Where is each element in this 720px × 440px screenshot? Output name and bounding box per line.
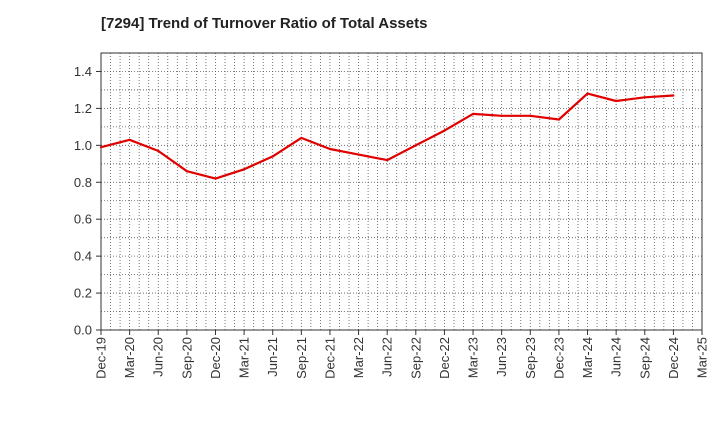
data-point [99, 146, 103, 149]
x-tick-label: Jun-21 [265, 337, 280, 377]
y-tick-label: 1.4 [74, 64, 92, 79]
data-point [643, 96, 646, 99]
data-point [300, 136, 303, 140]
x-tick-label: Dec-19 [94, 337, 109, 379]
y-tick-label: 1.0 [74, 138, 92, 153]
x-tick-label: Sep-22 [408, 337, 423, 379]
data-point [586, 92, 589, 95]
data-point [386, 159, 389, 162]
data-point [157, 149, 160, 152]
data-point [615, 99, 618, 103]
y-tick-label: 1.2 [74, 101, 92, 116]
data-point [557, 118, 561, 121]
chart-title: [7294] Trend of Turnover Ratio of Total … [101, 15, 428, 32]
data-point [185, 170, 188, 173]
y-tick-label: 0.4 [74, 249, 92, 264]
data-point [443, 129, 446, 132]
y-tick-label: 0.0 [74, 323, 92, 338]
x-tick-label: Mar-20 [122, 337, 137, 378]
data-point [328, 147, 332, 151]
x-tick-label: Jun-20 [151, 337, 166, 377]
x-tick-label: Mar-25 [695, 337, 710, 378]
x-tick-label: Sep-24 [637, 337, 652, 379]
x-tick-label: Sep-21 [294, 337, 309, 379]
x-tick-label: Mar-21 [237, 337, 252, 378]
data-point [529, 114, 532, 117]
x-tick-label: Jun-22 [380, 337, 395, 377]
data-point [357, 153, 360, 156]
data-point [471, 112, 475, 116]
data-point [500, 114, 503, 117]
series-line [100, 92, 674, 180]
x-tick-label: Sep-23 [523, 337, 538, 379]
x-tick-label: Dec-20 [208, 337, 223, 379]
x-tick-label: Mar-22 [351, 337, 366, 378]
data-point [672, 94, 675, 97]
x-tick-label: Sep-20 [179, 337, 194, 379]
series-layer [99, 92, 675, 180]
x-tick-label: Jun-24 [609, 337, 624, 377]
plot-frame [100, 52, 703, 331]
x-tick-label: Dec-24 [666, 337, 681, 379]
grid-layer [101, 52, 702, 330]
axis-layer [96, 52, 703, 335]
data-point [214, 177, 217, 180]
x-tick-label: Mar-23 [466, 337, 481, 378]
data-point [414, 144, 417, 147]
x-tick-label: Mar-24 [580, 337, 595, 378]
data-point [271, 155, 274, 158]
x-tick-label: Jun-23 [494, 337, 509, 377]
label-layer: 0.0 0.2 0.4 0.6 0.8 1.0 1.2 1.4 Dec-19 Mar-20 Jun-… [74, 64, 710, 379]
data-point [242, 168, 246, 171]
x-tick-label: Dec-23 [551, 337, 566, 379]
x-tick-label: Dec-21 [322, 337, 337, 379]
x-tick-label: Dec-22 [437, 337, 452, 379]
y-tick-label: 0.2 [74, 286, 92, 301]
y-tick-label: 0.8 [74, 175, 92, 190]
data-point [128, 138, 131, 141]
y-tick-label: 0.6 [74, 212, 92, 227]
